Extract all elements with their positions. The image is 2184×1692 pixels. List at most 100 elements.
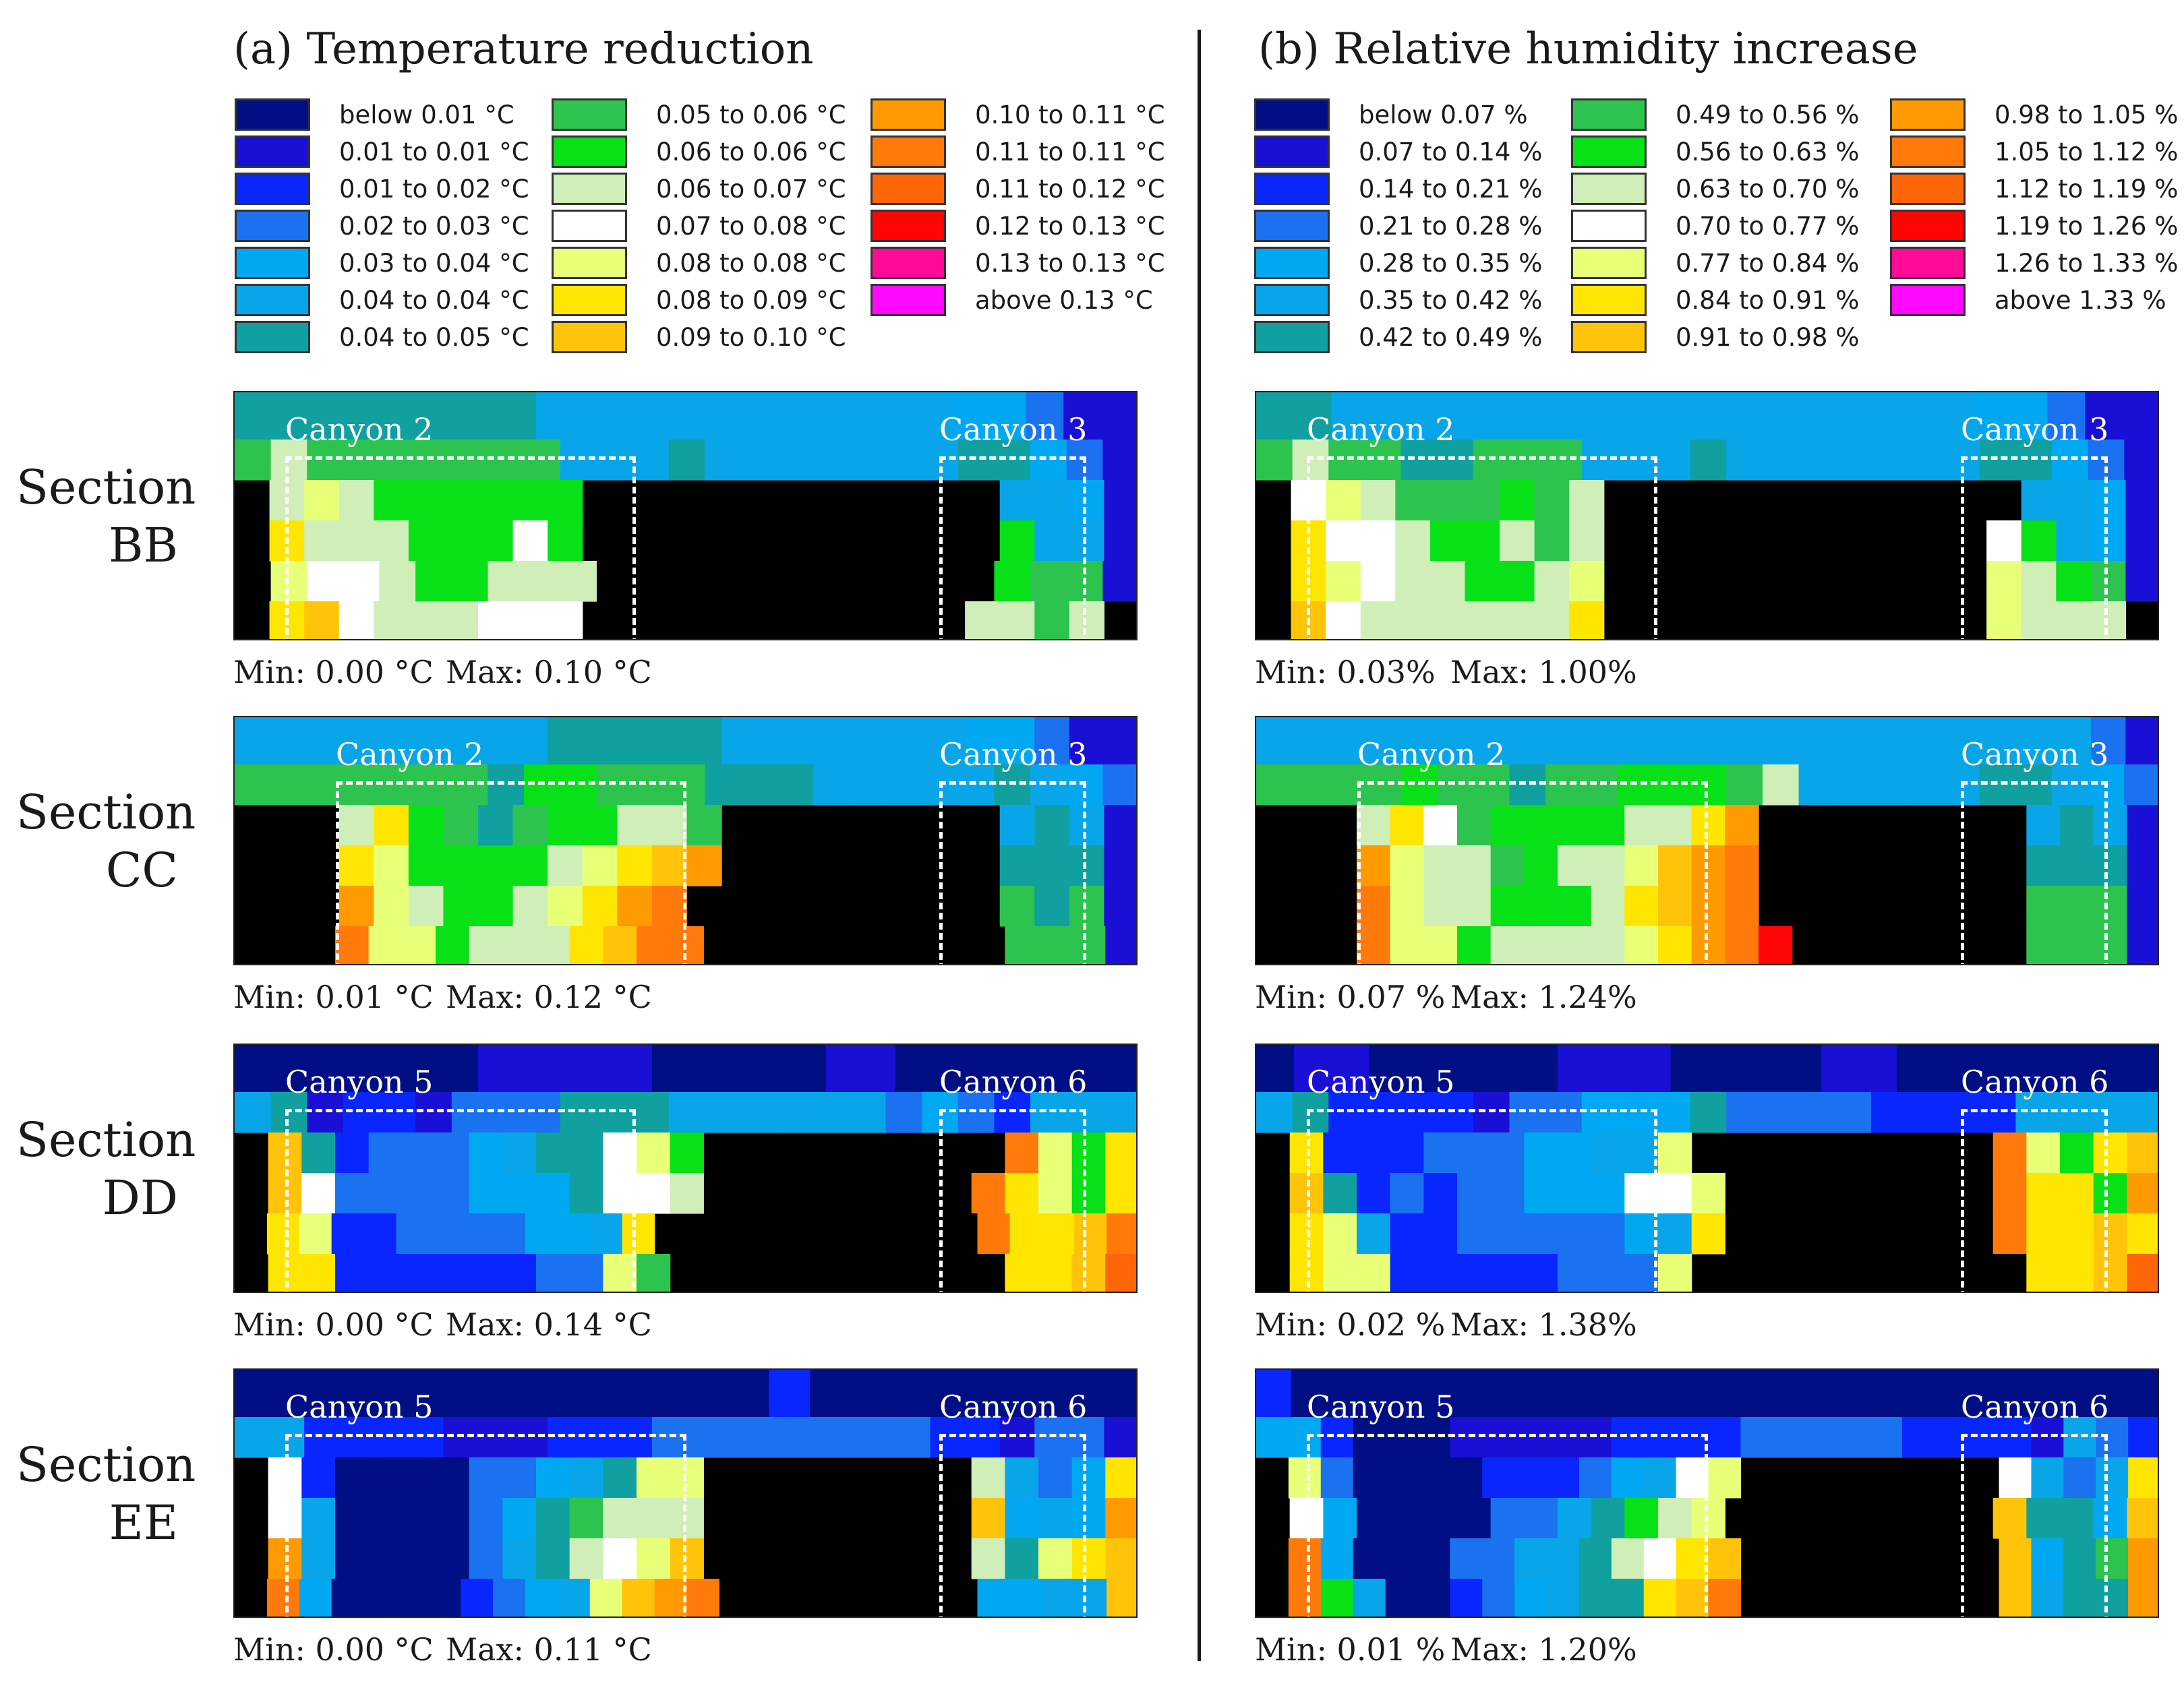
heatmap-cell bbox=[617, 886, 653, 927]
heatmap-cell bbox=[1102, 1092, 1136, 1133]
heatmap-cell bbox=[1009, 1213, 1042, 1255]
heatmap-cell bbox=[1798, 1092, 1835, 1133]
heatmap-cell bbox=[1457, 926, 1492, 964]
canyon-outline bbox=[1961, 1434, 2108, 1617]
heatmap-cell bbox=[756, 1045, 792, 1093]
heatmap-cell bbox=[2031, 1579, 2064, 1617]
legend-swatch bbox=[1254, 173, 1330, 205]
section-label-line2: EE bbox=[109, 1495, 178, 1550]
heatmap-cell bbox=[536, 1132, 570, 1174]
heatmap-cell bbox=[1465, 717, 1500, 765]
heatmap-cell bbox=[2015, 1092, 2053, 1133]
humidity-heatmap-cc: Canyon 2 Canyon 3 bbox=[1255, 716, 2159, 965]
heatmap-cell bbox=[1104, 480, 1136, 521]
heatmap-cell bbox=[469, 926, 503, 964]
heatmap-cell bbox=[1289, 1254, 1324, 1292]
legend-swatch bbox=[552, 321, 627, 353]
heatmap-cell bbox=[645, 1370, 688, 1418]
heatmap-cell bbox=[478, 886, 514, 927]
heatmap-cell bbox=[408, 1045, 444, 1093]
legend-label: 0.49 to 0.56 % bbox=[1676, 100, 1860, 129]
heatmap-cell bbox=[368, 1538, 403, 1579]
legend-swatch bbox=[552, 135, 627, 168]
heatmap-cell bbox=[478, 1417, 514, 1458]
heatmap-cell bbox=[1595, 392, 1634, 440]
heatmap-cell bbox=[2125, 480, 2158, 521]
heatmap-cell bbox=[502, 1538, 537, 1579]
heatmap-cell bbox=[1034, 1045, 1070, 1093]
heatmap-cell bbox=[307, 561, 344, 602]
heatmap-cell bbox=[1357, 845, 1391, 886]
heatmap-cell bbox=[338, 717, 374, 765]
legend-swatch bbox=[1571, 210, 1647, 242]
heatmap-cell bbox=[1071, 1254, 1106, 1292]
heatmap-cell bbox=[825, 1417, 861, 1458]
heatmap-cell bbox=[235, 1092, 272, 1133]
legend-label: 0.42 to 0.49 % bbox=[1359, 323, 1543, 352]
heatmap-cell bbox=[1643, 1457, 1677, 1499]
legend-swatch bbox=[1890, 284, 1966, 316]
heatmap-cell bbox=[363, 1579, 397, 1617]
heatmap-cell bbox=[1743, 1370, 1779, 1418]
heatmap-cell bbox=[1490, 1132, 1525, 1174]
heatmap-cell bbox=[481, 1370, 523, 1418]
heatmap-cell bbox=[307, 1092, 344, 1133]
heatmap-cell bbox=[1643, 1417, 1677, 1458]
heatmap-cell bbox=[1407, 392, 1445, 440]
legend-label: 0.13 to 0.13 °C bbox=[975, 249, 1165, 278]
heatmap-cell bbox=[331, 1579, 365, 1617]
heatmap-cell bbox=[1256, 717, 1292, 765]
heatmap-cell bbox=[2021, 520, 2057, 562]
heatmap-cell bbox=[1934, 392, 1973, 440]
heatmap-cell bbox=[1773, 1417, 1806, 1458]
legend-label: 0.77 to 0.84 % bbox=[1676, 249, 1860, 278]
heatmap-cell bbox=[512, 717, 548, 765]
heatmap-cell bbox=[374, 1417, 409, 1458]
heatmap-cell bbox=[651, 717, 688, 765]
heatmap-cell bbox=[1907, 764, 1944, 806]
legend-swatch bbox=[1254, 98, 1330, 131]
heatmap-cell bbox=[498, 392, 537, 440]
heatmap-cell bbox=[461, 392, 499, 440]
heatmap-cell bbox=[2125, 520, 2158, 562]
heatmap-cell bbox=[2093, 845, 2127, 886]
heatmap-cell bbox=[1558, 926, 1592, 964]
heatmap-cell bbox=[338, 845, 374, 886]
legend-label: 0.08 to 0.08 °C bbox=[656, 249, 846, 278]
heatmap-cell bbox=[791, 1045, 827, 1093]
heatmap-cell bbox=[596, 1092, 633, 1133]
heatmap-cell bbox=[408, 520, 444, 562]
heatmap-cell bbox=[396, 1579, 429, 1617]
heatmap-cell bbox=[1256, 1417, 1289, 1458]
heatmap-cell bbox=[2123, 1045, 2158, 1093]
heatmap-cell bbox=[2009, 1045, 2048, 1093]
heatmap-cell bbox=[1558, 1498, 1592, 1539]
legend-swatch bbox=[1571, 247, 1647, 279]
heatmap-cell bbox=[1030, 764, 1067, 806]
heatmap-cell bbox=[800, 392, 838, 440]
heatmap-cell bbox=[1725, 805, 1759, 846]
heatmap-cell bbox=[235, 1370, 276, 1418]
section-label: Section EE bbox=[16, 1436, 196, 1552]
legend-label: 0.02 to 0.03 °C bbox=[339, 212, 529, 241]
heatmap-cell bbox=[2026, 926, 2061, 964]
heatmap-cell bbox=[1966, 1417, 2000, 1458]
heatmap-cell bbox=[2026, 1173, 2061, 1214]
heatmap-cell bbox=[860, 1045, 896, 1093]
heatmap-cell bbox=[1395, 601, 1431, 639]
heatmap-cell bbox=[1882, 717, 1918, 765]
heatmap-cell bbox=[478, 480, 514, 521]
heatmap-cell bbox=[478, 601, 514, 639]
temperature-max-value: Max: 0.12 °C bbox=[446, 979, 652, 1015]
heatmap-cell bbox=[569, 1457, 603, 1499]
heatmap-cell bbox=[1071, 926, 1106, 964]
heatmap-cell bbox=[1450, 1579, 1483, 1617]
heatmap-cell bbox=[1289, 1213, 1324, 1255]
heatmap-cell bbox=[436, 926, 470, 964]
heatmap-cell bbox=[1465, 601, 1500, 639]
heatmap-cell bbox=[2015, 440, 2053, 481]
heatmap-cell bbox=[1643, 1538, 1677, 1579]
heatmap-cell bbox=[721, 1417, 757, 1458]
heatmap-cell bbox=[971, 1457, 1005, 1499]
heatmap-cell bbox=[1034, 480, 1070, 521]
